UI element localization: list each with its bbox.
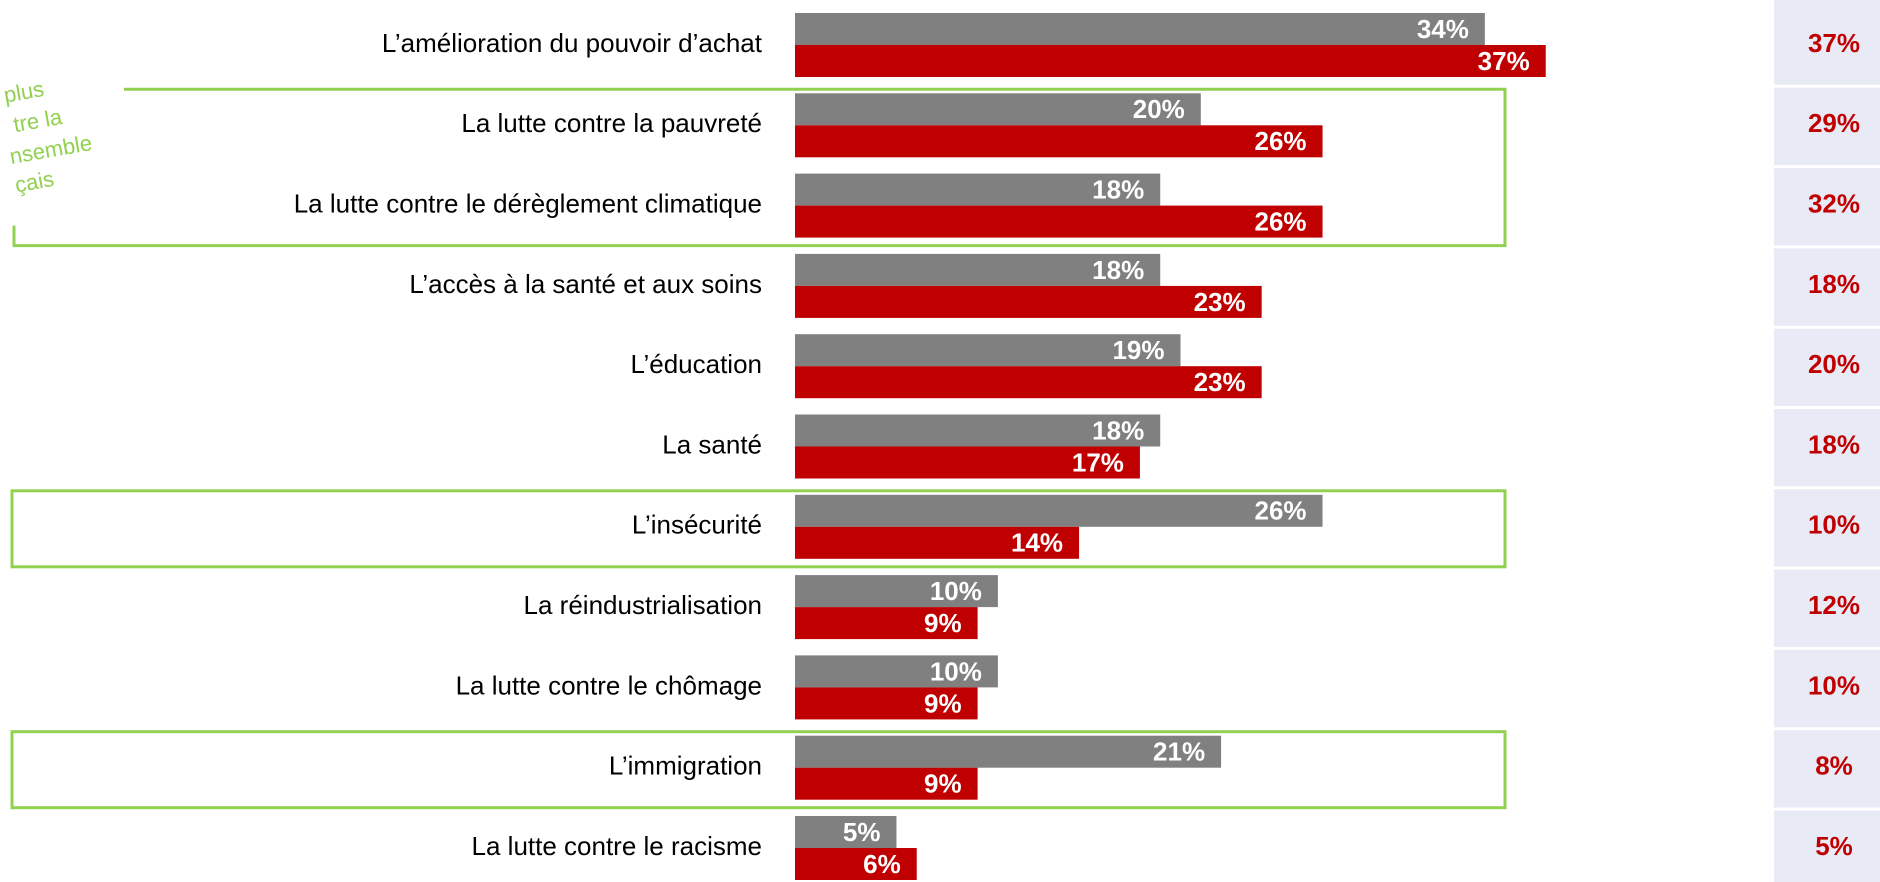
bar [795,205,1323,238]
bar [795,735,1222,768]
side-value: 29% [1808,108,1860,138]
bar [795,285,1262,318]
bar-label: 18% [1092,174,1144,204]
bar-label: 19% [1112,335,1164,365]
bar-label: 9% [924,688,962,718]
bar [795,446,1140,479]
bar-label: 6% [863,849,901,879]
bar [795,125,1323,158]
category-label: La réindustrialisation [524,590,762,620]
bar-label: 26% [1254,496,1306,526]
bar-label: 18% [1092,415,1144,445]
annotation: tre la [11,104,64,137]
bar-label: 34% [1417,14,1469,44]
bar [795,655,998,688]
category-label: L’immigration [609,751,762,781]
bar-label: 23% [1194,367,1246,397]
bar-label: 9% [924,769,962,799]
bar-label: 10% [930,576,982,606]
side-value: 20% [1808,349,1860,379]
category-label: La lutte contre la pauvreté [461,108,762,138]
side-value: 37% [1808,28,1860,58]
bar-label: 37% [1478,46,1530,76]
bar-label: 9% [924,608,962,638]
bar [795,366,1262,399]
category-label: L’amélioration du pouvoir d’achat [382,28,763,58]
bar-label: 14% [1011,528,1063,558]
highlight-box [10,489,1507,569]
bar-label: 18% [1092,255,1144,285]
bar [795,13,1485,45]
side-value: 8% [1815,751,1853,781]
annotation: çais [13,166,56,197]
bar [795,575,998,608]
category-label: L’éducation [630,349,762,379]
bar [795,848,917,880]
bar-label: 26% [1254,206,1306,236]
bar [795,173,1161,206]
bar-label: 26% [1254,126,1306,156]
bar [795,767,978,800]
bar-label: 10% [930,656,982,686]
bar [795,93,1201,126]
side-value: 18% [1808,429,1860,459]
bar [795,494,1323,527]
side-value: 12% [1808,590,1860,620]
side-value: 10% [1808,670,1860,700]
bar [795,45,1546,77]
bar [795,334,1181,367]
highlight-box [10,730,1507,810]
side-value: 32% [1808,188,1860,218]
bar-label: 20% [1133,94,1185,124]
category-label: La santé [662,429,762,459]
highlight-box [12,87,1507,248]
bar [795,414,1161,447]
bar-label: 21% [1153,737,1205,767]
bar [795,526,1080,559]
annotation: plus [2,76,46,108]
category-label: La lutte contre le chômage [456,670,762,700]
bar [795,687,978,720]
category-label: L’accès à la santé et aux soins [409,269,762,299]
bar-label: 23% [1194,287,1246,317]
side-value: 5% [1815,831,1853,861]
category-label: L’insécurité [632,510,762,540]
bar-label: 17% [1072,447,1124,477]
bar-label: 5% [843,817,881,847]
side-value: 18% [1808,269,1860,299]
bar [795,816,897,848]
category-label: La lutte contre le racisme [472,831,762,861]
bar [795,253,1161,286]
side-column-bg [1774,0,1880,882]
side-value: 10% [1808,510,1860,540]
bar [795,607,978,640]
category-label: La lutte contre le dérèglement climatiqu… [294,188,762,218]
